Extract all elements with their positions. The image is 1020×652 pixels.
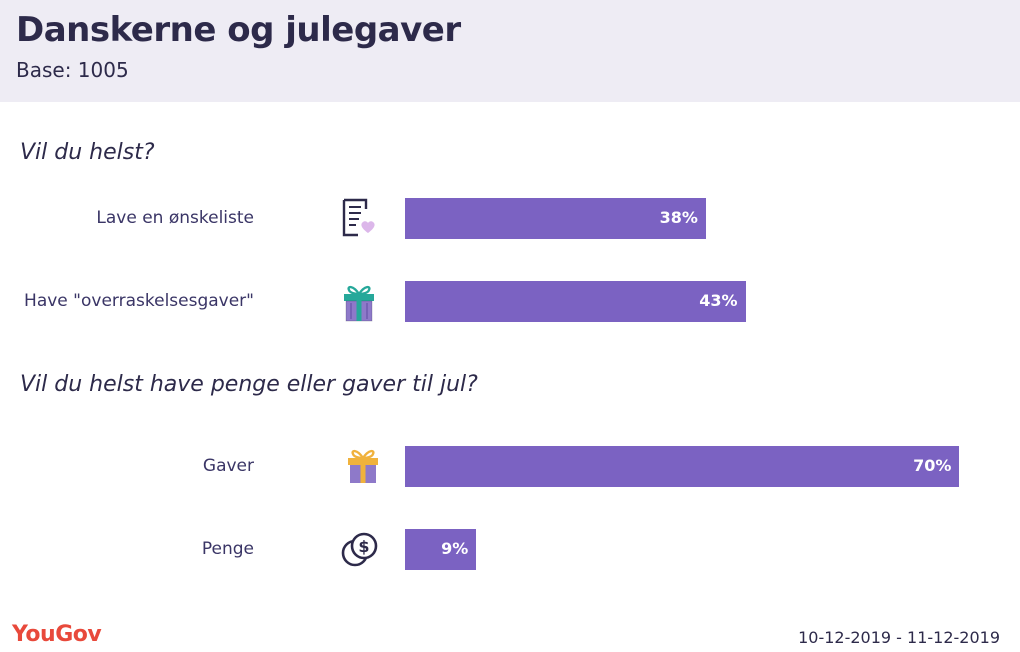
bar: 38% bbox=[405, 198, 706, 239]
base-subtitle: Base: 1005 bbox=[16, 58, 129, 82]
data-label: 70% bbox=[913, 456, 952, 475]
gift-icon bbox=[340, 446, 378, 488]
chart-title: Danskerne og julegaver bbox=[16, 10, 461, 50]
bar: 9% bbox=[405, 529, 477, 570]
category-label: Penge bbox=[201, 539, 254, 559]
bar: 70% bbox=[405, 446, 960, 487]
data-label: 9% bbox=[441, 539, 469, 558]
date-range: 10-12-2019 - 11-12-2019 bbox=[798, 628, 1000, 647]
category-label: Lave en ønskeliste bbox=[96, 208, 254, 228]
gift-box-icon bbox=[340, 280, 378, 322]
section-title-1: Vil du helst? bbox=[20, 140, 155, 165]
svg-text:$: $ bbox=[358, 537, 369, 556]
category-label: Have "overraskelsesgaver" bbox=[24, 291, 254, 311]
coins-icon: $ bbox=[340, 528, 378, 570]
bar: 43% bbox=[405, 281, 746, 322]
wishlist-icon bbox=[340, 197, 378, 239]
section-title-2: Vil du helst have penge eller gaver til … bbox=[20, 372, 478, 397]
data-label: 38% bbox=[659, 208, 698, 227]
category-label: Gaver bbox=[202, 456, 254, 476]
data-label: 43% bbox=[699, 291, 738, 310]
yougov-logo: YouGov bbox=[12, 622, 102, 647]
header-band: Danskerne og julegaver Base: 1005 bbox=[0, 0, 1020, 102]
